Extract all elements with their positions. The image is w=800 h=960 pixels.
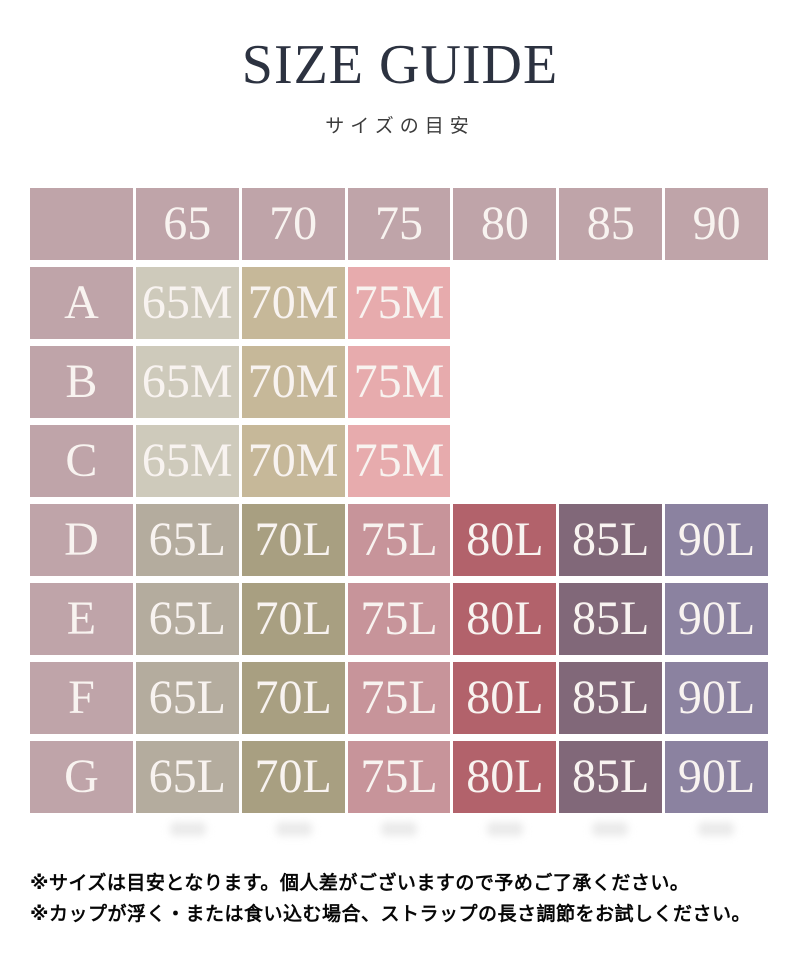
cell-d-65: 65L bbox=[135, 504, 239, 576]
cell-g-65: 65L bbox=[135, 741, 239, 813]
column-header-75: 75 bbox=[347, 188, 451, 260]
row-label-f: F bbox=[30, 662, 133, 734]
reflection-artifact bbox=[170, 822, 206, 836]
table-corner-cell bbox=[30, 188, 133, 260]
reflection-artifact bbox=[592, 822, 628, 836]
row-label-g: G bbox=[30, 741, 133, 813]
cell-a-65: 65M bbox=[135, 267, 239, 339]
size-table: 65 70 75 80 85 90 A 65M 70M 75M B 65M 70… bbox=[30, 188, 768, 813]
footnote-2: ※カップが浮く・または食い込む場合、ストラップの長さ調節をお試しください。 bbox=[30, 904, 751, 925]
cell-f-65: 65L bbox=[135, 662, 239, 734]
reflection-artifact bbox=[487, 822, 523, 836]
row-label-a: A bbox=[30, 267, 133, 339]
cell-c-65: 65M bbox=[135, 425, 239, 497]
reflection-artifact bbox=[276, 822, 312, 836]
cell-b-75: 75M bbox=[347, 346, 451, 418]
empty-cell bbox=[453, 346, 556, 418]
row-label-d: D bbox=[30, 504, 133, 576]
column-header-65: 65 bbox=[135, 188, 239, 260]
column-header-80: 80 bbox=[453, 188, 557, 260]
cell-f-75: 75L bbox=[347, 662, 451, 734]
cell-g-80: 80L bbox=[453, 741, 557, 813]
cell-g-90: 90L bbox=[665, 741, 768, 813]
cell-e-75: 75L bbox=[347, 583, 451, 655]
cell-a-70: 70M bbox=[241, 267, 345, 339]
cell-g-85: 85L bbox=[559, 741, 663, 813]
cell-d-80: 80L bbox=[453, 504, 557, 576]
cell-e-80: 80L bbox=[453, 583, 557, 655]
empty-cell bbox=[665, 267, 768, 339]
row-label-e: E bbox=[30, 583, 133, 655]
cell-g-75: 75L bbox=[347, 741, 451, 813]
cell-c-75: 75M bbox=[347, 425, 451, 497]
cell-d-70: 70L bbox=[241, 504, 345, 576]
empty-cell bbox=[559, 267, 662, 339]
cell-f-80: 80L bbox=[453, 662, 557, 734]
cell-e-85: 85L bbox=[559, 583, 663, 655]
column-header-70: 70 bbox=[241, 188, 345, 260]
page-title: SIZE GUIDE bbox=[241, 34, 559, 96]
empty-cell bbox=[559, 425, 662, 497]
cell-f-85: 85L bbox=[559, 662, 663, 734]
column-header-85: 85 bbox=[559, 188, 663, 260]
cell-a-75: 75M bbox=[347, 267, 451, 339]
empty-cell bbox=[453, 267, 556, 339]
column-header-90: 90 bbox=[665, 188, 768, 260]
footnotes: ※サイズは目安となります。個人差がございますので予めご了承ください。 ※カップが… bbox=[30, 868, 770, 930]
cell-e-65: 65L bbox=[135, 583, 239, 655]
page-subtitle: サイズの目安 bbox=[325, 116, 475, 137]
cell-e-90: 90L bbox=[665, 583, 768, 655]
empty-cell bbox=[665, 346, 768, 418]
cell-c-70: 70M bbox=[241, 425, 345, 497]
cell-d-75: 75L bbox=[347, 504, 451, 576]
row-label-b: B bbox=[30, 346, 133, 418]
cell-e-70: 70L bbox=[241, 583, 345, 655]
empty-cell bbox=[559, 346, 662, 418]
cell-f-90: 90L bbox=[665, 662, 768, 734]
reflection-artifact bbox=[698, 822, 734, 836]
cell-g-70: 70L bbox=[241, 741, 345, 813]
cell-f-70: 70L bbox=[241, 662, 345, 734]
cell-b-70: 70M bbox=[241, 346, 345, 418]
cell-b-65: 65M bbox=[135, 346, 239, 418]
empty-cell bbox=[453, 425, 556, 497]
empty-cell bbox=[665, 425, 768, 497]
reflection-artifact bbox=[381, 822, 417, 836]
cell-d-90: 90L bbox=[665, 504, 768, 576]
footnote-1: ※サイズは目安となります。個人差がございますので予めご了承ください。 bbox=[30, 873, 690, 894]
cell-d-85: 85L bbox=[559, 504, 663, 576]
row-label-c: C bbox=[30, 425, 133, 497]
